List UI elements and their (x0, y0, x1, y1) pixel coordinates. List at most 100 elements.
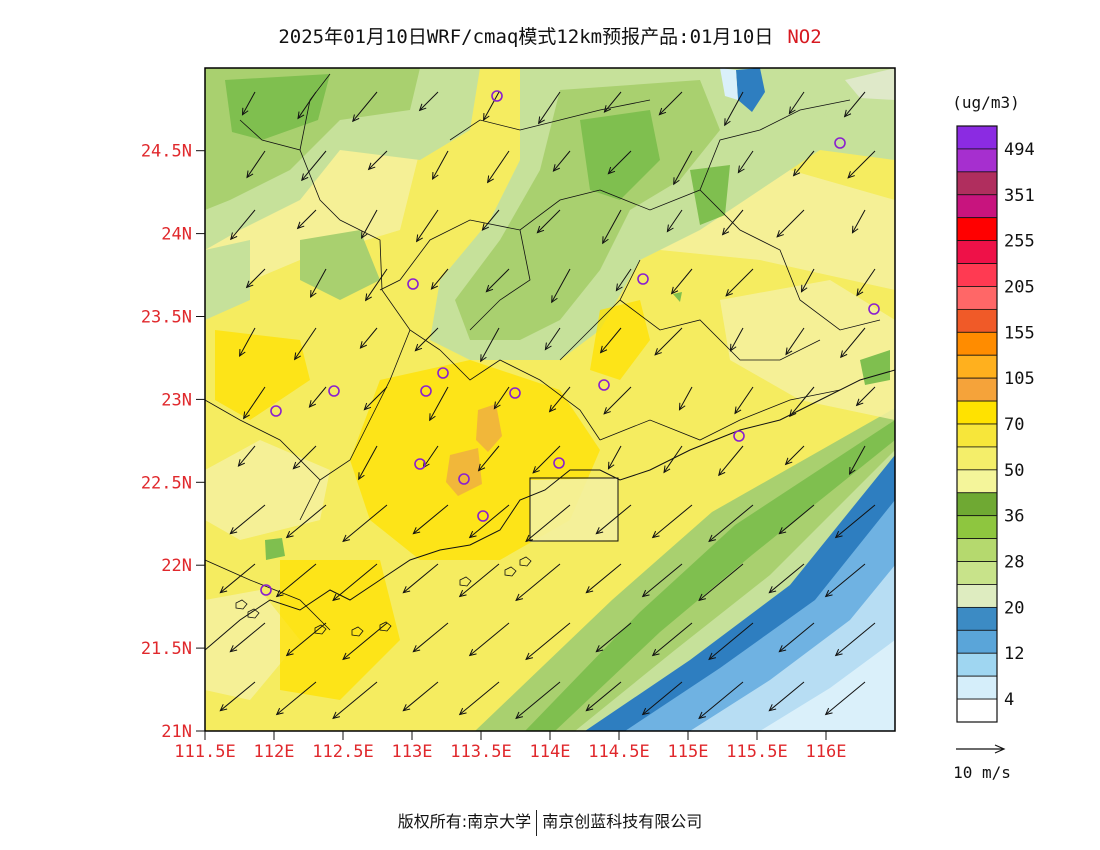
wind-arrow (477, 445, 500, 472)
wind-arrow (778, 504, 815, 535)
wind-arrow (792, 150, 815, 177)
colorbar-cell (956, 194, 998, 219)
station-marker (437, 367, 449, 379)
wind-arrow (788, 91, 805, 115)
wind-arrow (483, 91, 500, 122)
station-marker (328, 385, 340, 397)
colorbar-label: 28 (1004, 553, 1024, 573)
colorbar-legend: (ug/m3) 494 351 255 205 155 105 70 50 36 28 20 12 4 (952, 93, 1035, 723)
green-region-2 (225, 74, 330, 140)
green-region-8 (205, 240, 250, 320)
monitoring-stations (260, 90, 880, 596)
footer: 版权所有:南京大学 南京创蓝科技有限公司 (0, 808, 1100, 836)
boundary-line-5 (319, 329, 411, 481)
wind-arrow (292, 445, 317, 470)
colorbar-label: 36 (1004, 507, 1024, 527)
wind-arrow (698, 563, 744, 602)
sea-band-7 (760, 640, 895, 731)
lat-tick-label: 22.5N (141, 473, 192, 493)
station-marker (637, 273, 649, 285)
wind-arrow (481, 209, 500, 231)
wind-arrow (480, 327, 500, 363)
wind-arrow (219, 563, 256, 594)
wind-arrow (493, 386, 510, 410)
island-6 (235, 599, 248, 610)
wind-arrow (599, 327, 622, 354)
wind-arrow (778, 622, 815, 653)
wind-arrow (551, 268, 571, 304)
colorbar-cell (956, 606, 998, 631)
wind-arrow (432, 150, 449, 181)
wind-arrow (843, 91, 866, 118)
wind-arrow (241, 91, 256, 116)
colorbar-label: 4 (1004, 690, 1014, 710)
green-region-9 (300, 230, 380, 300)
colorbar-cell (956, 377, 998, 402)
lon-tick-label: 114.5E (588, 742, 649, 762)
colorbar-label: 351 (1004, 186, 1035, 206)
wind-arrow (824, 681, 866, 716)
hk-box-outline (529, 477, 619, 542)
green-region-12 (673, 292, 682, 302)
colorbar-cell (956, 446, 998, 471)
station-marker (509, 387, 521, 399)
station-marker (733, 430, 745, 442)
wind-arrow (663, 445, 683, 474)
lon-tick-label: 115.5E (726, 742, 787, 762)
island-5 (247, 608, 260, 619)
station-marker (414, 458, 426, 470)
colorbar-frame (956, 125, 998, 723)
wind-arrow (239, 327, 256, 358)
wind-arrow (246, 150, 266, 179)
colorbar-cell (956, 308, 998, 333)
wind-arrow (789, 386, 815, 418)
station-marker (598, 379, 610, 391)
wind-arrow (615, 268, 632, 292)
station-marker (491, 90, 503, 102)
wind-arrow (352, 91, 378, 123)
boundary-line-6 (619, 299, 821, 361)
colorbar-label: 494 (1004, 140, 1035, 160)
wind-arrow (361, 209, 378, 240)
wind-arrow (824, 563, 866, 598)
colorbar-cell (956, 263, 998, 287)
wind-arrow (515, 681, 561, 720)
reservoir-water (736, 68, 765, 112)
wind-arrow (525, 504, 571, 543)
colorbar-cell (956, 354, 998, 379)
wind-arrow (296, 209, 317, 230)
lon-tick-label: 114E (530, 742, 571, 762)
wind-arrow (412, 622, 449, 653)
station-marker (407, 278, 419, 290)
wind-vectors (219, 91, 876, 720)
wind-reference-key: 10 m/s (953, 744, 1011, 782)
wind-arrow (855, 386, 876, 407)
wind-arrow (310, 268, 327, 299)
green-region-10 (860, 350, 890, 385)
pale-region-3 (720, 280, 895, 420)
wind-arrow (429, 386, 449, 422)
green-region-5 (580, 110, 660, 200)
colorbar-cell (956, 148, 998, 173)
wind-arrow (468, 622, 510, 657)
company-text: 南京创蓝科技有限公司 (542, 812, 703, 831)
wind-arrow (654, 327, 683, 356)
wind-arrow (532, 445, 561, 474)
wind-arrow (607, 150, 632, 175)
footer-divider (536, 809, 538, 836)
lon-tick-label: 116E (806, 742, 847, 762)
lat-tick-label: 24.5N (141, 142, 192, 162)
wind-arrow (458, 563, 500, 598)
wind-arrow (536, 209, 561, 234)
boundary-line-0 (239, 119, 441, 351)
lat-tick-label: 21N (161, 722, 192, 742)
wind-arrow (468, 504, 510, 539)
coastline (205, 369, 895, 651)
wind-arrow (548, 386, 571, 413)
boundary-line-8 (205, 399, 321, 521)
wind-arrow (230, 209, 256, 241)
wind-arrow (678, 386, 693, 411)
colorbar-label: 50 (1004, 461, 1024, 481)
wind-key-label: 10 m/s (953, 763, 1011, 782)
concentration-5 (446, 448, 482, 496)
